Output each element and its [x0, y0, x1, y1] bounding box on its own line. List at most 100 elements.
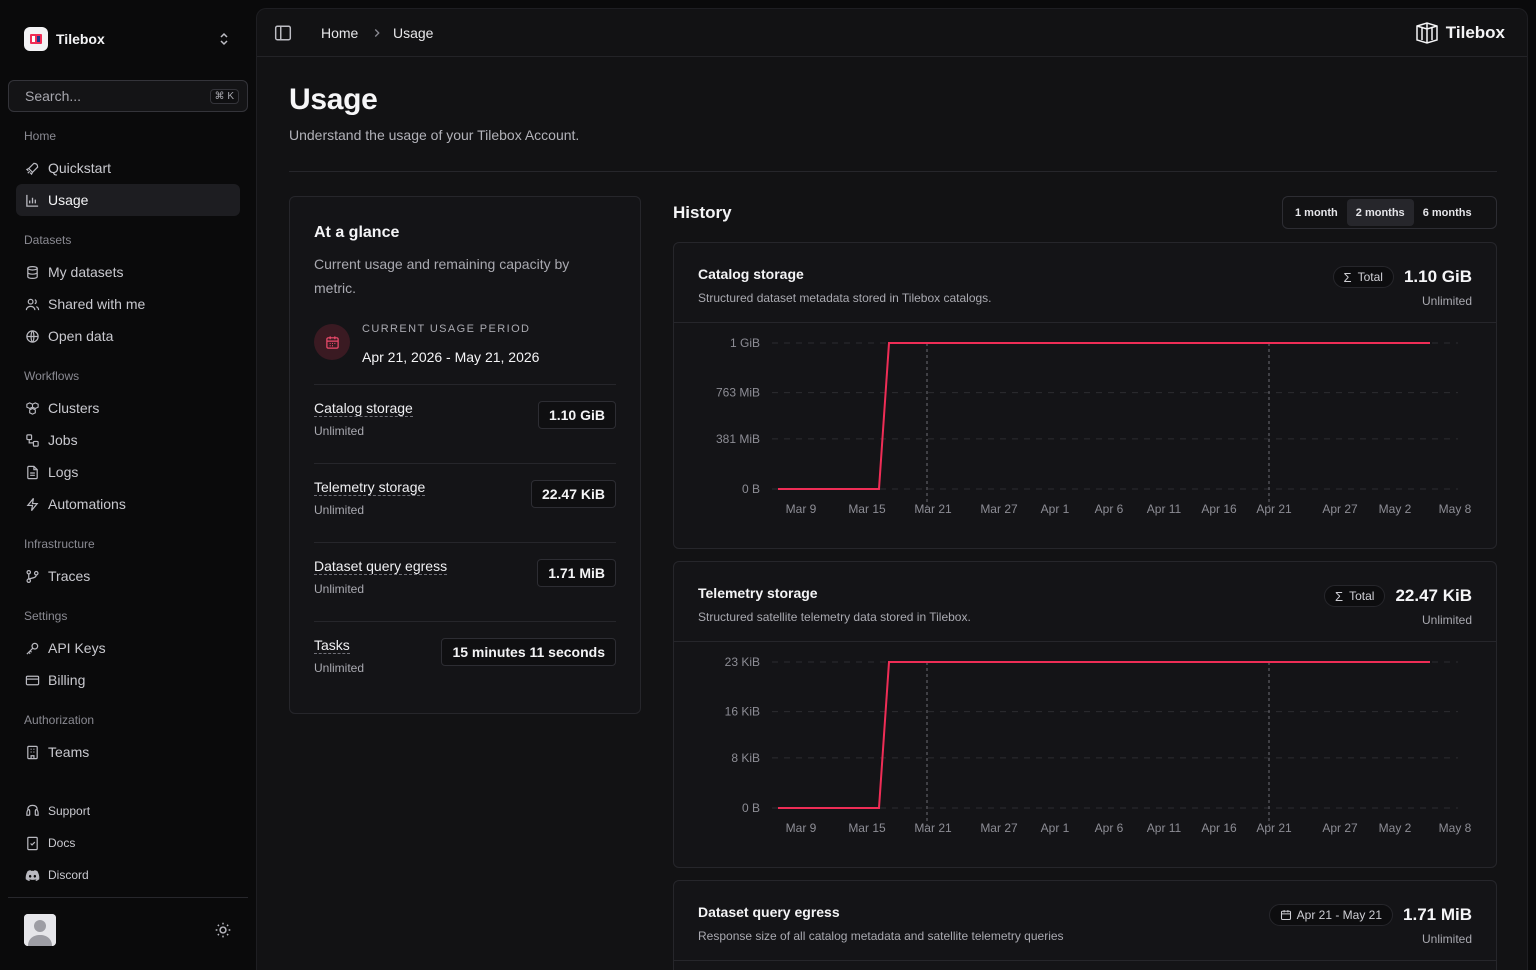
x-tick-label: Mar 27 — [980, 821, 1018, 835]
sidebar-item-support[interactable]: Support — [16, 795, 240, 827]
sidebar-item-my-datasets[interactable]: My datasets — [16, 256, 240, 288]
sidebar-item-label: Discord — [48, 868, 89, 882]
file-text-icon — [24, 464, 40, 480]
metric-value: 1.10 GiB — [537, 401, 616, 429]
nav-group-workflows: Workflows — [24, 369, 80, 383]
glance-title: At a glance — [314, 224, 400, 241]
sidebar-item-logs[interactable]: Logs — [16, 456, 240, 488]
sidebar-item-label: Support — [48, 804, 91, 818]
y-tick-label: 0 B — [742, 482, 760, 496]
rocket-icon — [24, 160, 40, 176]
card-title: Catalog storage — [698, 266, 804, 282]
sidebar-item-label: Clusters — [48, 400, 100, 416]
x-tick-label: May 2 — [1379, 821, 1412, 835]
sidebar-item-label: Shared with me — [48, 296, 146, 312]
sidebar-item-open-data[interactable]: Open data — [16, 320, 240, 352]
metric-limit: Unlimited — [314, 424, 365, 438]
chevrons-up-down-icon — [220, 32, 228, 46]
total-value: 1.10 GiB — [1403, 267, 1472, 286]
sidebar-item-docs[interactable]: Docs — [16, 827, 240, 859]
metric-name[interactable]: Dataset query egress — [314, 558, 448, 575]
metric-name[interactable]: Tasks — [314, 637, 350, 654]
life-buoy-icon — [24, 803, 40, 819]
metric-limit: Unlimited — [314, 503, 365, 517]
sidebar-item-teams[interactable]: Teams — [16, 736, 240, 768]
sidebar-item-label: Jobs — [48, 432, 78, 448]
sidebar-item-label: Open data — [48, 328, 114, 344]
breadcrumb-home[interactable]: Home — [321, 25, 359, 41]
metric-limit: Unlimited — [314, 582, 365, 596]
sidebar-item-jobs[interactable]: Jobs — [16, 424, 240, 456]
calendar-icon — [1280, 910, 1291, 921]
sidebar-divider — [8, 897, 248, 898]
metric-value: 1.71 MiB — [537, 559, 616, 587]
tilebox-logo-icon — [24, 27, 48, 51]
workspace-switcher[interactable]: Tilebox — [8, 20, 248, 58]
user-avatar-icon — [24, 914, 56, 946]
total-chip-label: Total — [1357, 270, 1383, 284]
tilebox-brand-logo: Tilebox — [1414, 21, 1505, 45]
total-chip: Σ Total — [1324, 585, 1386, 607]
x-tick-label: Mar 15 — [848, 821, 886, 835]
brand-logo-text: Tilebox — [1445, 23, 1505, 42]
x-tick-label: Apr 27 — [1322, 502, 1358, 516]
metric-name[interactable]: Telemetry storage — [314, 479, 426, 496]
avatar[interactable] — [24, 914, 56, 946]
history-title: History — [673, 203, 732, 222]
sidebar-item-shared-with-me[interactable]: Shared with me — [16, 288, 240, 320]
sidebar-item-billing[interactable]: Billing — [16, 664, 240, 696]
sun-icon[interactable] — [214, 921, 232, 939]
card-divider — [674, 641, 1496, 642]
x-tick-label: May 8 — [1439, 821, 1472, 835]
sidebar-item-usage[interactable]: Usage — [16, 184, 240, 216]
credit-card-icon — [24, 672, 40, 688]
range-2-months[interactable]: 2 months — [1346, 199, 1414, 226]
y-tick-label: 763 MiB — [716, 386, 760, 400]
date-range-chip: Apr 21 - May 21 — [1268, 904, 1394, 926]
metric-name[interactable]: Catalog storage — [314, 400, 413, 417]
card-total: Σ Total 22.47 KiB — [1324, 585, 1472, 607]
sidebar-item-traces[interactable]: Traces — [16, 560, 240, 592]
y-tick-label: 8 KiB — [731, 751, 760, 765]
x-tick-label: May 2 — [1379, 502, 1412, 516]
range-6-months[interactable]: 6 months — [1422, 206, 1472, 219]
at-a-glance-card: At a glance Current usage and remaining … — [289, 196, 641, 714]
metric-value: 15 minutes 11 seconds — [441, 638, 616, 666]
sidebar-item-label: Teams — [48, 744, 90, 760]
nav-group-infrastructure: Infrastructure — [24, 537, 95, 551]
x-tick-label: Mar 15 — [848, 502, 886, 516]
sidebar-item-automations[interactable]: Automations — [16, 488, 240, 520]
card-title: Telemetry storage — [698, 585, 818, 601]
search-input[interactable]: Search... ⌘ K — [8, 80, 248, 112]
page-subtitle: Understand the usage of your Tilebox Acc… — [289, 127, 580, 143]
sidebar-item-discord[interactable]: Discord — [16, 859, 240, 891]
card-limit: Unlimited — [1421, 932, 1472, 946]
x-tick-label: Apr 1 — [1041, 502, 1070, 516]
sidebar-item-clusters[interactable]: Clusters — [16, 392, 240, 424]
sidebar-toggle-icon[interactable] — [274, 24, 292, 42]
y-tick-label: 16 KiB — [725, 705, 760, 719]
range-1-month[interactable]: 1 month — [1295, 206, 1338, 219]
x-tick-label: Apr 1 — [1041, 821, 1070, 835]
sidebar: Tilebox Search... ⌘ K Home Quickstart Us… — [0, 0, 256, 970]
card-total: Apr 21 - May 21 1.71 MiB — [1268, 904, 1472, 926]
sidebar-item-label: Usage — [48, 192, 89, 208]
x-tick-label: Mar 21 — [914, 502, 952, 516]
x-tick-label: Apr 6 — [1095, 502, 1124, 516]
metric-row: Dataset query egress Unlimited 1.71 MiB — [314, 542, 616, 621]
total-chip-label: Total — [1349, 589, 1375, 603]
x-tick-label: Apr 11 — [1147, 821, 1182, 835]
sidebar-item-api-keys[interactable]: API Keys — [16, 632, 240, 664]
y-tick-label: 0 B — [742, 801, 760, 815]
search-shortcut: ⌘ K — [209, 88, 239, 104]
glance-description: Current usage and remaining capacity by … — [314, 256, 570, 296]
x-tick-label: Apr 27 — [1322, 821, 1358, 835]
page-title: Usage — [289, 83, 378, 116]
date-range-label: Apr 21 - May 21 — [1296, 908, 1383, 922]
x-tick-label: May 8 — [1439, 502, 1472, 516]
card-title: Dataset query egress — [698, 904, 840, 920]
total-chip: Σ Total — [1332, 266, 1394, 288]
y-tick-label: 1 GiB — [730, 336, 760, 350]
nav-group-datasets: Datasets — [24, 233, 72, 247]
sidebar-item-quickstart[interactable]: Quickstart — [16, 152, 240, 184]
